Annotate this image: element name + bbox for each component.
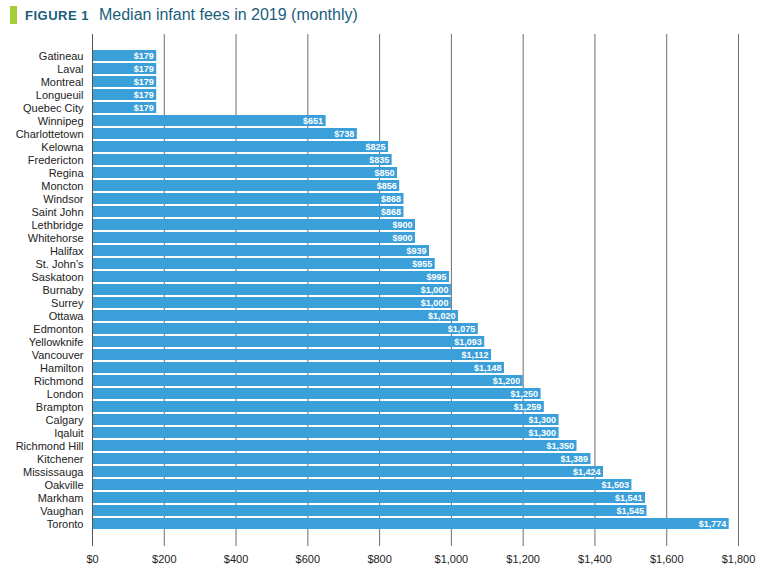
- svg-text:$1,250: $1,250: [511, 389, 539, 399]
- svg-text:$868: $868: [381, 207, 401, 217]
- svg-text:$1,400: $1,400: [578, 553, 612, 565]
- svg-text:$1,800: $1,800: [722, 553, 756, 565]
- svg-text:Richmond: Richmond: [34, 375, 84, 387]
- svg-text:$179: $179: [134, 103, 154, 113]
- svg-text:$939: $939: [406, 246, 426, 256]
- svg-text:$1,541: $1,541: [615, 493, 643, 503]
- svg-text:Richmond Hill: Richmond Hill: [16, 440, 84, 452]
- svg-text:$1,148: $1,148: [474, 363, 502, 373]
- svg-text:$1,300: $1,300: [529, 428, 557, 438]
- svg-text:$1,112: $1,112: [462, 350, 489, 360]
- svg-text:$1,300: $1,300: [529, 415, 557, 425]
- svg-text:Vaughan: Vaughan: [40, 505, 83, 517]
- svg-text:Quebec City: Quebec City: [23, 102, 84, 114]
- html-text:Median infant fees in 2019 (mo: Median infant fees in 2019 (monthly): [99, 6, 358, 23]
- svg-text:Edmonton: Edmonton: [33, 323, 83, 335]
- svg-text:Calgary: Calgary: [46, 414, 84, 426]
- svg-text:$179: $179: [134, 51, 154, 61]
- svg-text:$1,503: $1,503: [601, 480, 629, 490]
- svg-text:$1,093: $1,093: [454, 337, 482, 347]
- svg-text:Vancouver: Vancouver: [32, 349, 84, 361]
- svg-text:$1,000: $1,000: [435, 553, 469, 565]
- svg-text:Regina: Regina: [49, 167, 85, 179]
- html-text:FIGURE 1: FIGURE 1: [25, 7, 89, 23]
- svg-text:Yellowknife: Yellowknife: [29, 336, 84, 348]
- svg-text:Halifax: Halifax: [50, 245, 84, 257]
- svg-text:$900: $900: [392, 220, 412, 230]
- svg-text:$1,350: $1,350: [546, 441, 574, 451]
- svg-text:$1,259: $1,259: [514, 402, 542, 412]
- svg-text:$1,774: $1,774: [699, 519, 727, 529]
- svg-text:$868: $868: [381, 194, 401, 204]
- svg-text:$1,000: $1,000: [421, 298, 449, 308]
- svg-text:$1,000: $1,000: [421, 285, 449, 295]
- svg-text:$995: $995: [427, 272, 447, 282]
- svg-text:$835: $835: [369, 155, 389, 165]
- svg-text:$179: $179: [134, 90, 154, 100]
- svg-text:$179: $179: [134, 77, 154, 87]
- svg-text:$1,200: $1,200: [506, 553, 540, 565]
- svg-text:Fredericton: Fredericton: [28, 154, 84, 166]
- svg-text:$800: $800: [367, 553, 391, 565]
- svg-text:$1,389: $1,389: [560, 454, 588, 464]
- svg-text:Iqaluit: Iqaluit: [54, 427, 83, 439]
- svg-text:$850: $850: [375, 168, 395, 178]
- svg-text:St. John’s: St. John’s: [35, 258, 84, 270]
- svg-text:Toronto: Toronto: [47, 518, 84, 530]
- svg-text:London: London: [47, 388, 84, 400]
- svg-text:$600: $600: [296, 553, 320, 565]
- svg-text:$400: $400: [224, 553, 248, 565]
- svg-text:$0: $0: [86, 553, 98, 565]
- svg-text:Markham: Markham: [38, 492, 84, 504]
- svg-text:Charlottetown: Charlottetown: [16, 128, 84, 140]
- svg-text:Burnaby: Burnaby: [43, 284, 84, 296]
- svg-text:Ottawa: Ottawa: [49, 310, 85, 322]
- svg-text:Kelowna: Kelowna: [41, 141, 84, 153]
- svg-text:Gatineau: Gatineau: [39, 50, 84, 62]
- svg-text:$1,600: $1,600: [650, 553, 684, 565]
- svg-text:$651: $651: [303, 116, 323, 126]
- svg-text:Windsor: Windsor: [43, 193, 84, 205]
- svg-text:$1,020: $1,020: [428, 311, 456, 321]
- svg-text:Winnipeg: Winnipeg: [38, 115, 84, 127]
- svg-text:$1,424: $1,424: [573, 467, 601, 477]
- svg-text:$179: $179: [134, 64, 154, 74]
- svg-text:Longueuil: Longueuil: [36, 89, 84, 101]
- svg-text:Lethbridge: Lethbridge: [32, 219, 84, 231]
- svg-text:$825: $825: [366, 142, 386, 152]
- svg-text:Kitchener: Kitchener: [37, 453, 84, 465]
- svg-text:Oakville: Oakville: [44, 479, 83, 491]
- svg-text:Mississauga: Mississauga: [23, 466, 84, 478]
- svg-text:$856: $856: [377, 181, 397, 191]
- svg-text:Surrey: Surrey: [51, 297, 84, 309]
- svg-text:$955: $955: [412, 259, 432, 269]
- svg-text:$1,545: $1,545: [616, 506, 644, 516]
- svg-text:Laval: Laval: [57, 63, 83, 75]
- svg-text:Saskatoon: Saskatoon: [32, 271, 84, 283]
- svg-text:$1,200: $1,200: [493, 376, 521, 386]
- svg-text:$738: $738: [334, 129, 354, 139]
- svg-text:Whitehorse: Whitehorse: [28, 232, 84, 244]
- svg-text:Moncton: Moncton: [41, 180, 83, 192]
- svg-text:Montreal: Montreal: [41, 76, 84, 88]
- svg-text:Hamilton: Hamilton: [40, 362, 83, 374]
- svg-text:$200: $200: [152, 553, 176, 565]
- svg-text:Brampton: Brampton: [36, 401, 84, 413]
- svg-text:$900: $900: [392, 233, 412, 243]
- svg-text:$1,075: $1,075: [448, 324, 476, 334]
- svg-text:Saint John: Saint John: [32, 206, 84, 218]
